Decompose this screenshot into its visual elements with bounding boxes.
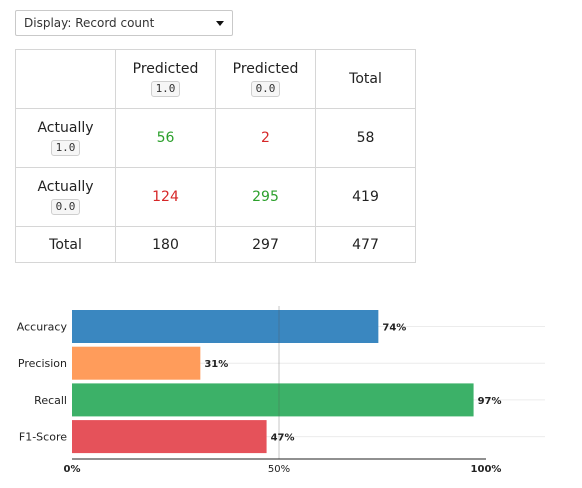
table-row: Actually 0.0 124 295 419 <box>15 167 416 227</box>
cell-false-positive: 124 <box>115 167 216 227</box>
table-totals-row: Total 180 297 477 <box>15 226 416 263</box>
class-code-badge: 0.0 <box>250 81 281 97</box>
x-tick-label: 50% <box>268 464 290 475</box>
bar-precision <box>72 346 201 380</box>
metrics-bar-chart: Accuracy 74% Precision 31% Recall 97% F1-Score… <box>0 300 582 488</box>
cell-true-positive: 56 <box>115 108 216 168</box>
header-word: Predicted <box>232 61 299 77</box>
cell-row-total: 419 <box>315 167 416 227</box>
chevron-down-icon[interactable] <box>216 20 224 26</box>
row-header-word: Actually <box>37 120 94 136</box>
x-tick-label: 100% <box>471 464 502 475</box>
cell-col-total-1: 180 <box>115 226 216 263</box>
cell-true-negative: 295 <box>215 167 316 227</box>
display-mode-select[interactable]: Display: Record count <box>15 10 233 36</box>
category-label: Accuracy <box>17 321 68 334</box>
cell-false-negative: 2 <box>215 108 316 168</box>
corner-cell <box>15 49 116 109</box>
totals-label: Total <box>15 226 116 263</box>
display-mode-label: Display: Record count <box>24 16 155 30</box>
confusion-matrix-table: Predicted 1.0 Predicted 0.0 Total Actual… <box>15 49 416 263</box>
category-label: Recall <box>34 394 67 407</box>
category-label: Precision <box>18 357 67 370</box>
row-header-word: Actually <box>37 179 94 195</box>
bar-recall <box>72 383 474 417</box>
class-code-badge: 0.0 <box>50 199 81 215</box>
cell-grand-total: 477 <box>315 226 416 263</box>
value-label: 31% <box>204 359 228 370</box>
row-header-actually-0: Actually 0.0 <box>15 167 116 227</box>
metrics-chart-svg: Accuracy 74% Precision 31% Recall 97% F1-Score… <box>17 306 545 475</box>
bar-f1-score <box>72 420 267 454</box>
value-label: 74% <box>382 323 406 334</box>
header-word: Predicted <box>132 61 199 77</box>
row-header-actually-1: Actually 1.0 <box>15 108 116 168</box>
header-predicted-0: Predicted 0.0 <box>215 49 316 109</box>
table-row: Actually 1.0 56 2 58 <box>15 108 416 168</box>
header-total: Total <box>315 49 416 109</box>
value-label: 47% <box>271 433 295 444</box>
value-label: 97% <box>478 396 502 407</box>
bar-accuracy <box>72 310 379 343</box>
cell-col-total-0: 297 <box>215 226 316 263</box>
cell-row-total: 58 <box>315 108 416 168</box>
category-label: F1-Score <box>19 431 67 444</box>
header-predicted-1: Predicted 1.0 <box>115 49 216 109</box>
table-header-row: Predicted 1.0 Predicted 0.0 Total <box>15 49 416 109</box>
class-code-badge: 1.0 <box>150 81 181 97</box>
class-code-badge: 1.0 <box>50 140 81 156</box>
x-tick-label: 0% <box>64 464 81 475</box>
